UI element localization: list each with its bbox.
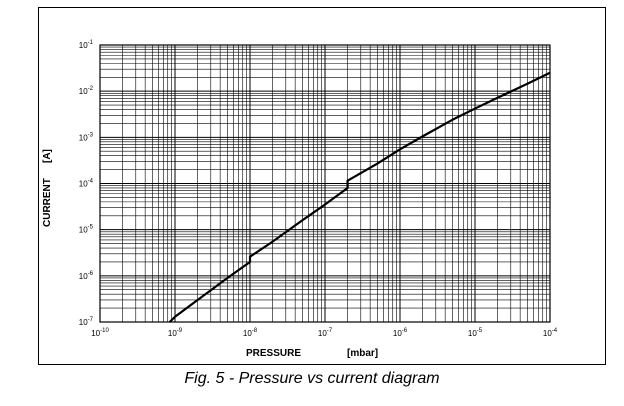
figure-frame xyxy=(38,7,606,365)
y-tick-label: 10-7 xyxy=(79,317,94,327)
y-tick-labels: 10-7 10-6 10-5 10-4 10-3 10-2 10-1 xyxy=(79,40,94,327)
x-tick-label: 10-9 xyxy=(168,328,183,338)
x-tick-label: 10-4 xyxy=(543,328,558,338)
x-tick-label: 10-10 xyxy=(91,328,109,338)
x-tick-label: 10-8 xyxy=(243,328,258,338)
x-tick-labels: 10-10 10-9 10-8 10-7 10-6 10-5 10-4 xyxy=(91,328,558,338)
x-axis-label: PRESSURE xyxy=(246,348,301,359)
figure-caption: Fig. 5 - Pressure vs current diagram xyxy=(184,370,440,387)
x-tick-label: 10-5 xyxy=(468,328,483,338)
y-tick-label: 10-6 xyxy=(79,271,94,281)
y-tick-label: 10-4 xyxy=(79,179,94,189)
x-axis-unit: [mbar] xyxy=(347,348,378,359)
x-tick-label: 10-6 xyxy=(393,328,408,338)
y-axis-title: CURRENT [A] xyxy=(42,149,53,227)
x-axis-title: PRESSURE [mbar] xyxy=(246,348,378,359)
y-tick-label: 10-5 xyxy=(79,225,94,235)
plot-border xyxy=(99,44,551,323)
series-line xyxy=(168,71,551,323)
y-axis-unit: [A] xyxy=(42,149,53,163)
x-tick-label: 10-7 xyxy=(318,328,333,338)
y-tick-label: 10-1 xyxy=(79,40,94,50)
y-tick-label: 10-2 xyxy=(79,86,94,96)
grid xyxy=(99,45,550,323)
y-tick-label: 10-3 xyxy=(79,132,94,142)
y-axis-label: CURRENT xyxy=(42,178,53,227)
